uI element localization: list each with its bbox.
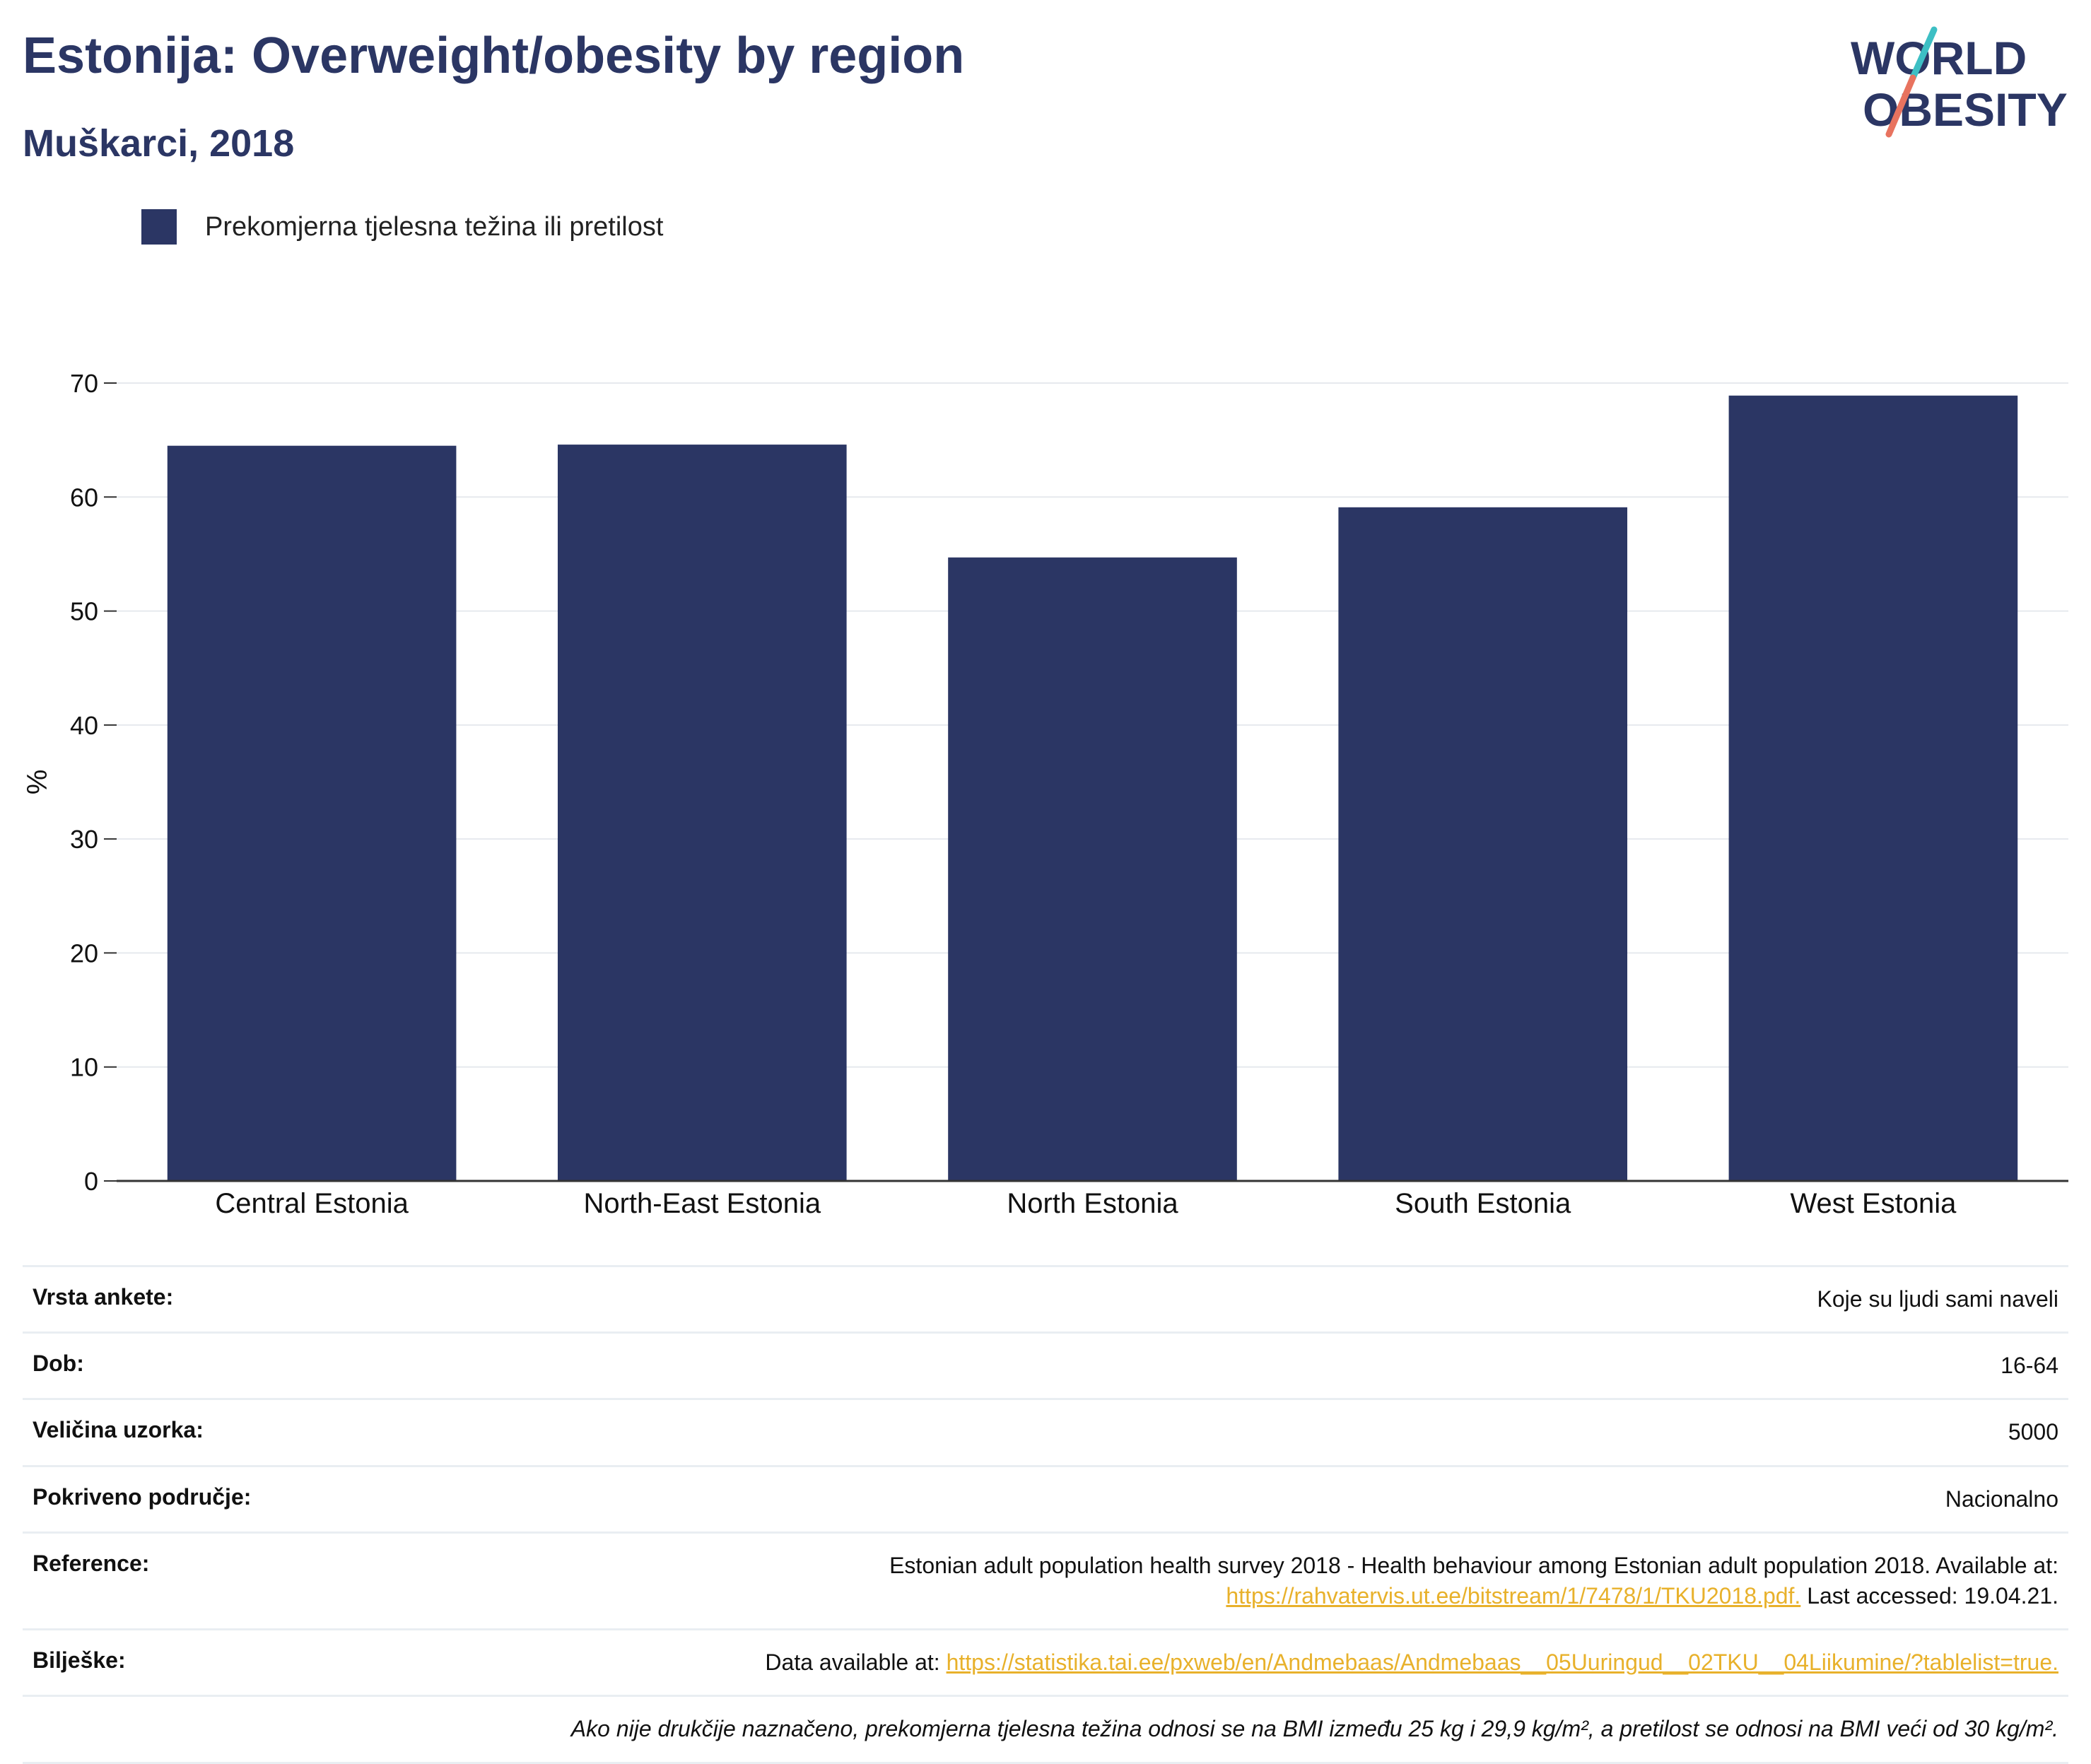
bar[interactable]: [167, 445, 457, 1181]
y-tick-label: 30: [70, 825, 98, 854]
logo-slash-teal: [1909, 26, 1938, 81]
age-value: 16-64: [339, 1331, 2068, 1399]
logo-slash-red: [1885, 74, 1916, 138]
info-row-footnote: Ako nije drukčije naznačeno, prekomjerna…: [23, 1695, 2068, 1764]
logo-word-world: WORLD: [1851, 32, 2027, 84]
legend-swatch: [141, 209, 177, 245]
bar[interactable]: [557, 445, 847, 1182]
survey-info-table: Vrsta ankete: Koje su ljudi sami naveli …: [23, 1264, 2068, 1764]
info-row-sample-size: Veličina uzorka: 5000: [23, 1398, 2068, 1466]
y-tick-labels: 0 10 20 30 40 50 60 70: [70, 369, 98, 1196]
reference-label: Reference:: [23, 1531, 339, 1630]
x-tick-label: Central Estonia: [215, 1188, 409, 1219]
world-obesity-logo: WORLD OBESITY: [1851, 26, 2068, 138]
y-tick-label: 70: [70, 369, 98, 398]
chart-title: Estonija: Overweight/obesity by region: [23, 28, 965, 84]
y-tick-label: 40: [70, 711, 98, 740]
y-tick-label: 50: [70, 597, 98, 626]
age-label: Dob:: [23, 1331, 339, 1399]
reference-value: Estonian adult population health survey …: [339, 1531, 2068, 1630]
reference-link[interactable]: https://rahvatervis.ut.ee/bitstream/1/74…: [1226, 1582, 1801, 1609]
info-row-reference: Reference: Estonian adult population hea…: [23, 1531, 2068, 1630]
y-tick-label: 60: [70, 483, 98, 512]
bars: [167, 395, 2018, 1182]
survey-type-label: Vrsta ankete:: [23, 1264, 339, 1333]
x-tick-labels: Central Estonia North-East Estonia North E…: [215, 1188, 1957, 1219]
info-row-notes: Bilješke: Data available at: https://sta…: [23, 1628, 2068, 1696]
y-axis-label: %: [22, 770, 53, 795]
sample-size-label: Veličina uzorka:: [23, 1398, 339, 1466]
reference-text: Estonian adult population health survey …: [889, 1552, 2058, 1578]
x-tick-label: South Estonia: [1395, 1188, 1571, 1219]
notes-label: Bilješke:: [23, 1628, 339, 1696]
bar-chart: 0 10 20 30 40 50 60 70 Central Estonia North-Eas…: [22, 369, 2068, 1219]
info-row-survey-type: Vrsta ankete: Koje su ljudi sami naveli: [23, 1264, 2068, 1333]
notes-prefix: Data available at:: [765, 1650, 947, 1676]
notes-link[interactable]: https://statistika.tai.ee/pxweb/en/Andme…: [946, 1650, 2058, 1676]
coverage-value: Nacionalno: [339, 1464, 2068, 1533]
x-tick-label: West Estonia: [1790, 1188, 1957, 1219]
legend[interactable]: Prekomjerna tjelesna težina ili pretilos…: [141, 209, 663, 245]
info-row-age: Dob: 16-64: [23, 1331, 2068, 1399]
notes-value: Data available at: https://statistika.ta…: [339, 1628, 2068, 1696]
reference-last-accessed: Last accessed: 19.04.21.: [1800, 1582, 2058, 1609]
bar[interactable]: [948, 557, 1237, 1181]
y-tick-label: 20: [70, 939, 98, 968]
footnote: Ako nije drukčije naznačeno, prekomjerna…: [23, 1695, 2068, 1764]
coverage-label: Pokriveno područje:: [23, 1464, 339, 1533]
bar[interactable]: [1728, 395, 2018, 1181]
bar[interactable]: [1338, 507, 1628, 1181]
y-tick-label: 0: [84, 1167, 98, 1196]
chart-subtitle: Muškarci, 2018: [23, 122, 295, 165]
y-tick-label: 10: [70, 1053, 98, 1082]
survey-type-value: Koje su ljudi sami naveli: [339, 1264, 2068, 1333]
x-tick-label: North-East Estonia: [583, 1188, 821, 1219]
sample-size-value: 5000: [339, 1398, 2068, 1466]
x-tick-label: North Estonia: [1007, 1188, 1178, 1219]
info-row-coverage: Pokriveno područje: Nacionalno: [23, 1464, 2068, 1533]
legend-label: Prekomjerna tjelesna težina ili pretilos…: [205, 211, 664, 242]
